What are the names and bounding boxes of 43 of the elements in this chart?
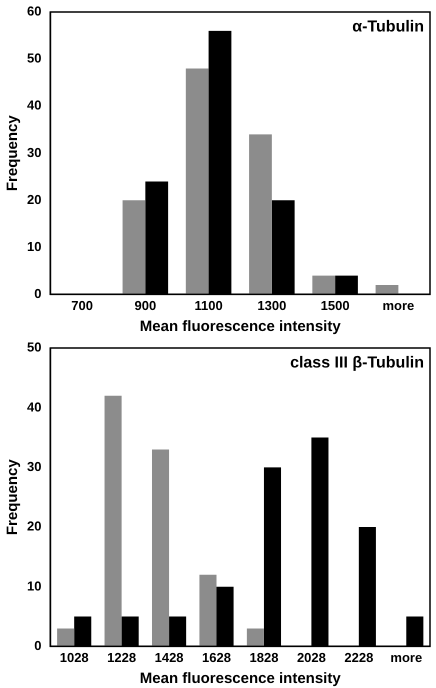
x-tick-label: 1428 (154, 650, 184, 665)
x-tick-label: 700 (71, 298, 93, 313)
bar (186, 68, 209, 294)
y-tick-label: 20 (26, 192, 42, 207)
y-tick-label: 40 (26, 399, 42, 414)
x-tick-label: 1500 (320, 298, 350, 313)
x-tick-label: 1300 (257, 298, 286, 313)
y-axis-title: Frequency (4, 114, 22, 192)
y-tick-label: 20 (26, 518, 42, 534)
x-tick-label: more (382, 298, 414, 313)
y-tick-label: 30 (26, 458, 42, 474)
y-tick-label: 10 (26, 238, 42, 254)
bar (152, 449, 170, 646)
bar (122, 200, 146, 294)
y-tick-label: 0 (34, 638, 42, 653)
x-tick-label: 1828 (249, 650, 278, 665)
bar (312, 276, 336, 294)
chart-title: class III β-Tubulin (290, 354, 424, 372)
x-tick-label: 1028 (60, 650, 89, 665)
bar (246, 628, 264, 646)
y-tick-label: 0 (34, 286, 42, 301)
x-tick-label: 900 (134, 298, 156, 313)
bar (199, 574, 217, 646)
bar (249, 134, 272, 294)
x-tick-label: 1228 (107, 650, 136, 665)
x-axis-title: Mean fluorescence intensity (140, 670, 342, 688)
x-tick-label: more (390, 650, 422, 665)
y-tick-label: 40 (26, 98, 42, 113)
y-tick-label: 50 (26, 50, 42, 66)
y-tick-label: 10 (26, 578, 42, 594)
y-tick-label: 50 (26, 340, 42, 355)
y-tick-label: 30 (26, 144, 42, 160)
bar (57, 628, 74, 646)
x-axis-title: Mean fluorescence intensity (140, 318, 342, 336)
bar (104, 396, 122, 646)
bar (376, 284, 398, 294)
x-tick-label: 1100 (194, 298, 223, 313)
x-tick-label: 1628 (202, 650, 231, 665)
y-tick-label: 60 (26, 4, 42, 19)
chart-title: α-Tubulin (352, 18, 424, 36)
y-axis-title: Frequency (4, 458, 22, 536)
x-tick-label: 2028 (296, 650, 326, 665)
x-tick-label: 2228 (344, 650, 374, 665)
